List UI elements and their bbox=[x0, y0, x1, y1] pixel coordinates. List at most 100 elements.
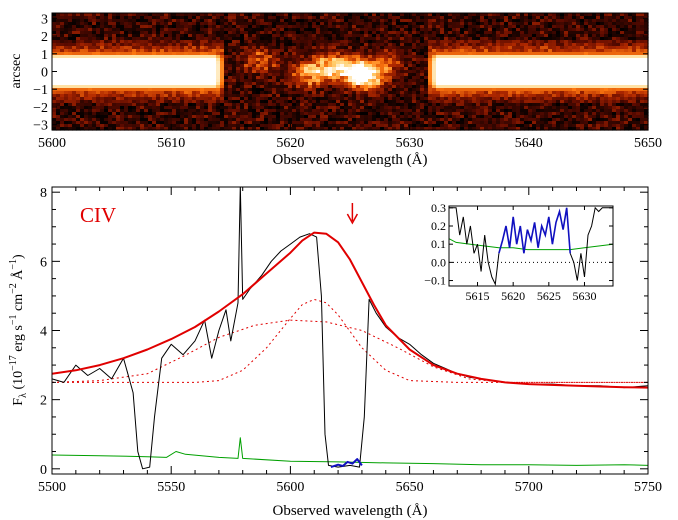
pixel-cell bbox=[240, 13, 245, 17]
pixel-cell bbox=[608, 82, 613, 86]
pixel-cell bbox=[436, 70, 441, 74]
pixel-cell bbox=[296, 55, 301, 59]
pixel-cell bbox=[208, 79, 213, 83]
pixel-cell bbox=[296, 61, 301, 65]
pixel-cell bbox=[304, 109, 309, 113]
pixel-cell bbox=[524, 91, 529, 95]
pixel-cell bbox=[232, 58, 237, 62]
pixel-cell bbox=[392, 70, 397, 74]
pixel-cell bbox=[388, 64, 393, 68]
pixel-cell bbox=[276, 100, 281, 104]
pixel-cell bbox=[436, 46, 441, 50]
pixel-cell bbox=[532, 82, 537, 86]
pixel-cell bbox=[108, 13, 113, 17]
pixel-cell bbox=[484, 16, 489, 20]
pixel-cell bbox=[460, 97, 465, 101]
pixel-cell bbox=[112, 25, 117, 29]
pixel-cell bbox=[236, 82, 241, 86]
pixel-cell bbox=[344, 16, 349, 20]
pixel-cell bbox=[324, 25, 329, 29]
pixel-cell bbox=[116, 103, 121, 107]
pixel-cell bbox=[328, 88, 333, 92]
pixel-cell bbox=[412, 106, 417, 110]
pixel-cell bbox=[196, 46, 201, 50]
pixel-cell bbox=[304, 19, 309, 23]
pixel-cell bbox=[56, 109, 61, 113]
pixel-cell bbox=[152, 67, 157, 71]
pixel-cell bbox=[612, 79, 617, 83]
pixel-cell bbox=[60, 97, 65, 101]
pixel-cell bbox=[244, 91, 249, 95]
pixel-cell bbox=[424, 58, 429, 62]
pixel-cell bbox=[172, 61, 177, 65]
pixel-cell bbox=[576, 28, 581, 32]
pixel-cell bbox=[524, 106, 529, 110]
pixel-cell bbox=[200, 73, 205, 77]
pixel-cell bbox=[120, 52, 125, 56]
pixel-cell bbox=[448, 25, 453, 29]
pixel-cell bbox=[180, 49, 185, 53]
pixel-cell bbox=[168, 109, 173, 113]
pixel-cell bbox=[336, 34, 341, 38]
pixel-cell bbox=[244, 88, 249, 92]
pixel-cell bbox=[128, 55, 133, 59]
pixel-cell bbox=[284, 13, 289, 17]
pixel-cell bbox=[324, 49, 329, 53]
pixel-cell bbox=[416, 106, 421, 110]
pixel-cell bbox=[128, 91, 133, 95]
pixel-cell bbox=[552, 46, 557, 50]
pixel-cell bbox=[580, 64, 585, 68]
pixel-cell bbox=[436, 37, 441, 41]
pixel-cell bbox=[572, 82, 577, 86]
pixel-cell bbox=[404, 106, 409, 110]
pixel-cell bbox=[552, 73, 557, 77]
pixel-cell bbox=[432, 16, 437, 20]
pixel-cell bbox=[120, 49, 125, 53]
pixel-cell bbox=[324, 94, 329, 98]
pixel-cell bbox=[312, 61, 317, 65]
pixel-cell bbox=[176, 91, 181, 95]
pixel-cell bbox=[380, 100, 385, 104]
pixel-cell bbox=[616, 88, 621, 92]
pixel-cell bbox=[304, 67, 309, 71]
pixel-cell bbox=[300, 37, 305, 41]
pixel-cell bbox=[388, 73, 393, 77]
pixel-cell bbox=[316, 31, 321, 35]
pixel-cell bbox=[488, 22, 493, 26]
pixel-cell bbox=[476, 49, 481, 53]
pixel-cell bbox=[540, 28, 545, 32]
pixel-cell bbox=[336, 70, 341, 74]
pixel-cell bbox=[484, 106, 489, 110]
pixel-cell bbox=[544, 79, 549, 83]
pixel-cell bbox=[252, 112, 257, 116]
pixel-cell bbox=[156, 49, 161, 53]
pixel-cell bbox=[64, 64, 69, 68]
pixel-cell bbox=[420, 22, 425, 26]
pixel-cell bbox=[300, 94, 305, 98]
pixel-cell bbox=[212, 100, 217, 104]
pixel-cell bbox=[56, 49, 61, 53]
pixel-cell bbox=[424, 64, 429, 68]
pixel-cell bbox=[560, 55, 565, 59]
pixel-cell bbox=[252, 79, 257, 83]
pixel-cell bbox=[500, 16, 505, 20]
pixel-cell bbox=[164, 52, 169, 56]
pixel-cell bbox=[552, 61, 557, 65]
pixel-cell bbox=[252, 34, 257, 38]
pixel-cell bbox=[444, 106, 449, 110]
pixel-cell bbox=[568, 52, 573, 56]
pixel-cell bbox=[76, 88, 81, 92]
pixel-cell bbox=[596, 49, 601, 53]
pixel-cell bbox=[392, 31, 397, 35]
pixel-cell bbox=[224, 58, 229, 62]
pixel-cell bbox=[124, 49, 129, 53]
pixel-cell bbox=[444, 94, 449, 98]
pixel-cell bbox=[404, 19, 409, 23]
pixel-cell bbox=[392, 28, 397, 32]
pixel-cell bbox=[348, 43, 353, 47]
pixel-cell bbox=[172, 16, 177, 20]
pixel-cell bbox=[352, 94, 357, 98]
pixel-cell bbox=[76, 58, 81, 62]
pixel-cell bbox=[332, 82, 337, 86]
pixel-cell bbox=[620, 58, 625, 62]
